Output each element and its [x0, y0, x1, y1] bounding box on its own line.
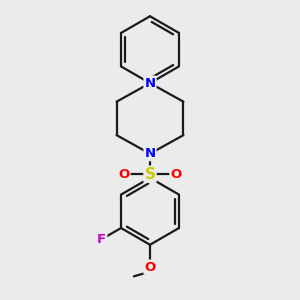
Text: N: N — [144, 76, 156, 90]
Text: S: S — [145, 167, 155, 182]
Text: O: O — [144, 260, 156, 274]
Text: O: O — [170, 168, 182, 181]
Text: F: F — [97, 233, 106, 246]
Text: N: N — [144, 147, 156, 160]
Text: O: O — [118, 168, 130, 181]
